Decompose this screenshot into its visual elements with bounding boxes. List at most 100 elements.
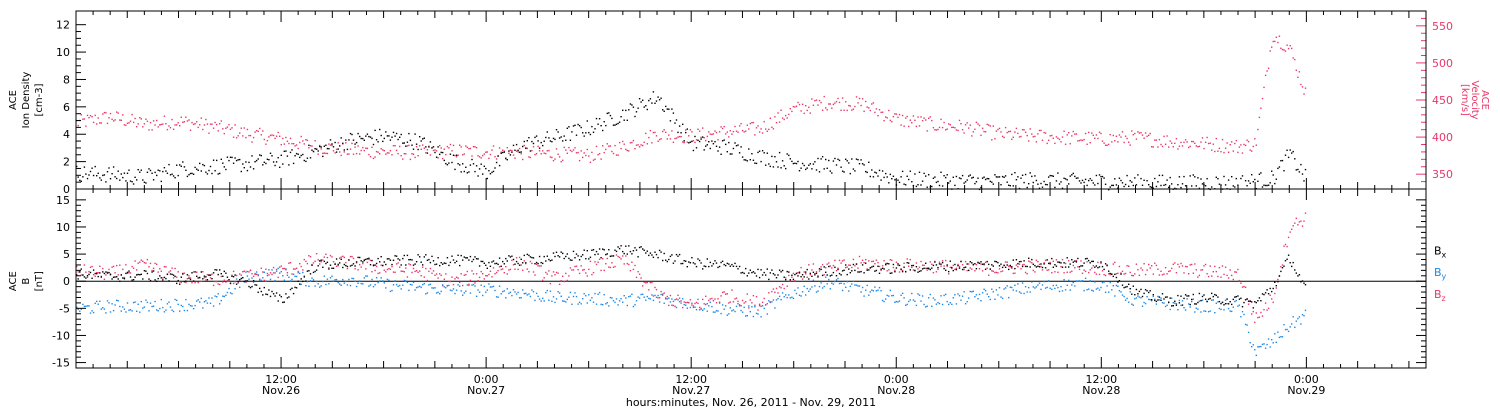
bx-series-point xyxy=(395,255,398,257)
by-series-point xyxy=(1251,346,1253,348)
density-series-point xyxy=(617,122,619,125)
by-series-point xyxy=(515,293,518,295)
bz-series-point xyxy=(998,268,1001,270)
bx-series-point xyxy=(392,259,395,261)
bx-series-point xyxy=(741,271,744,274)
density-series-point xyxy=(363,139,365,141)
bx-series-point xyxy=(797,275,799,277)
bz-series-point xyxy=(300,265,302,268)
velocity-series-point xyxy=(291,142,293,145)
bx-series-point xyxy=(1132,285,1134,287)
velocity-series-point xyxy=(1184,139,1187,141)
velocity-series-point xyxy=(362,146,364,149)
bz-series-point xyxy=(574,265,576,268)
bz-series-point xyxy=(652,295,655,297)
by-series-point xyxy=(909,299,911,301)
velocity-series-point xyxy=(614,144,616,147)
bz-series-point xyxy=(986,267,988,269)
density-series-point xyxy=(465,166,467,168)
by-series-point xyxy=(368,285,370,287)
velocity-series-point xyxy=(191,121,193,124)
density-series-point xyxy=(1024,173,1027,176)
velocity-series-point xyxy=(309,145,312,147)
bz-series-point xyxy=(189,277,192,279)
bx-series-point xyxy=(1051,257,1053,260)
b-ytick-label: 0 xyxy=(63,275,70,288)
velocity-series-point xyxy=(1074,133,1076,135)
bx-series-point xyxy=(1291,265,1293,268)
density-series-point xyxy=(772,166,775,168)
bx-series-point xyxy=(603,249,605,251)
density-series-point xyxy=(798,170,801,172)
density-series-point xyxy=(1037,183,1039,185)
density-series-point xyxy=(435,156,438,158)
by-series-point xyxy=(646,295,648,298)
by-series-point xyxy=(392,284,395,286)
density-series-point xyxy=(1275,178,1277,180)
bx-series-point xyxy=(1146,290,1148,292)
velocity-series-point xyxy=(958,119,961,122)
bz-series-point xyxy=(414,270,416,273)
bz-series-point xyxy=(111,266,113,268)
bx-series-point xyxy=(1192,293,1194,296)
bx-series-point xyxy=(1235,296,1237,298)
velocity-series-point xyxy=(631,141,633,144)
by-series-point xyxy=(472,283,475,286)
bz-series-point xyxy=(1084,270,1087,273)
by-series-point xyxy=(789,297,791,299)
by-series-point xyxy=(105,312,107,314)
bx-series-point xyxy=(781,269,784,272)
by-series-point xyxy=(582,298,584,300)
velocity-series-point xyxy=(805,105,807,107)
velocity-series-point xyxy=(918,125,921,127)
bx-series-point xyxy=(1160,299,1162,301)
velocity-series-point xyxy=(1214,150,1216,153)
bz-series-point xyxy=(1095,273,1098,275)
density-series-point xyxy=(109,178,112,180)
velocity-series-point xyxy=(235,137,238,139)
density-series-point xyxy=(449,153,452,155)
bx-series-point xyxy=(380,256,382,258)
bz-series-point xyxy=(554,274,556,276)
velocity-series-point xyxy=(99,122,101,124)
velocity-series-point xyxy=(475,147,478,149)
velocity-series-point xyxy=(435,150,438,152)
by-series-point xyxy=(685,304,687,306)
bx-series-point xyxy=(286,297,289,299)
bx-series-point xyxy=(677,255,679,257)
density-series-point xyxy=(958,177,961,179)
bz-series-point xyxy=(935,271,938,273)
velocity-series-point xyxy=(995,130,998,132)
by-series-point xyxy=(366,275,369,277)
bx-series-point xyxy=(643,249,645,251)
bz-series-point xyxy=(857,267,859,269)
by-series-point xyxy=(1089,280,1091,282)
bz-series-point xyxy=(692,305,695,307)
bx-series-point xyxy=(578,259,581,261)
density-series-point xyxy=(594,128,596,130)
density-series-point xyxy=(385,131,387,133)
velocity-series-point xyxy=(197,126,199,129)
by-series-point xyxy=(203,301,206,303)
by-series-point xyxy=(269,278,272,281)
density-series-point xyxy=(285,150,287,152)
bz-series-point xyxy=(1138,274,1141,277)
density-series-point xyxy=(136,179,138,181)
by-series-point xyxy=(941,303,944,306)
x-tick-date: Nov.28 xyxy=(1082,384,1120,397)
bz-series-point xyxy=(92,274,95,276)
velocity-series-point xyxy=(645,132,647,135)
by-series-point xyxy=(166,303,169,305)
by-series-point xyxy=(1191,300,1193,303)
bz-series-point xyxy=(1281,264,1284,266)
density-series-point xyxy=(829,170,831,172)
by-series-point xyxy=(632,305,635,308)
velocity-series-point xyxy=(714,130,716,132)
by-series-point xyxy=(795,292,798,295)
bx-series-point xyxy=(277,300,279,302)
by-series-point xyxy=(823,285,825,288)
density-series-point xyxy=(275,161,278,163)
velocity-series-point xyxy=(952,126,954,128)
by-series-point xyxy=(306,280,309,283)
bx-series-point xyxy=(1297,275,1299,277)
